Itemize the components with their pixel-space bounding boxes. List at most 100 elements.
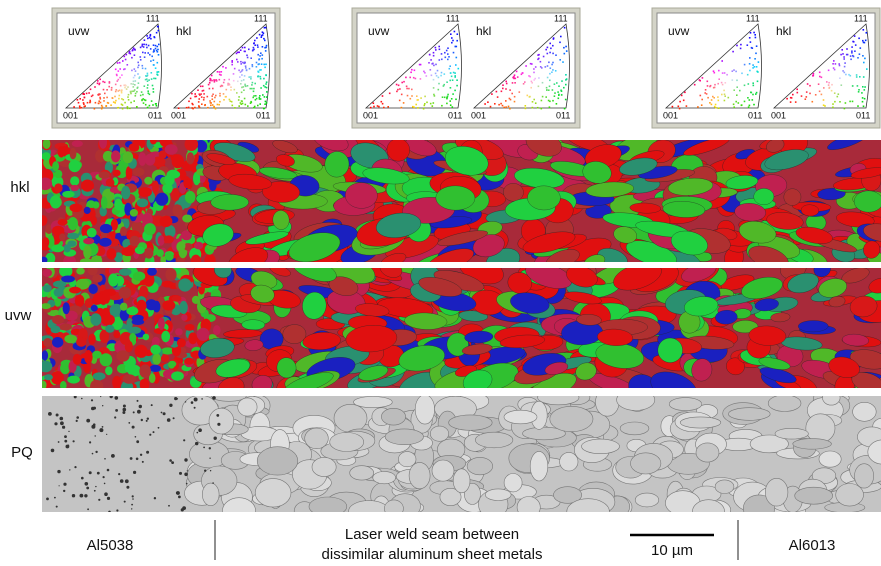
- grain: [185, 324, 195, 331]
- pole-point: [565, 46, 567, 48]
- pole-point: [750, 32, 752, 34]
- pole-point: [542, 96, 544, 98]
- pole-point: [541, 100, 543, 102]
- pole-point: [842, 70, 844, 72]
- pole-point: [233, 73, 235, 75]
- pole-point: [514, 74, 516, 76]
- pole-point: [259, 97, 261, 99]
- pole-point: [254, 44, 256, 46]
- pore: [64, 435, 67, 438]
- pole-point: [538, 54, 540, 56]
- pole-point: [244, 98, 246, 100]
- pole-point: [854, 35, 856, 37]
- pole-point: [241, 74, 243, 76]
- pore: [151, 404, 153, 406]
- pole-point: [263, 108, 265, 110]
- pole-point: [142, 94, 144, 96]
- pole-point: [728, 97, 730, 99]
- grain-outline: [560, 452, 578, 471]
- pole-point: [403, 102, 405, 104]
- pole-point: [153, 91, 155, 93]
- pole-point: [549, 43, 551, 45]
- pole-point: [845, 74, 847, 76]
- pole-point: [217, 104, 219, 106]
- pole-point: [104, 82, 106, 84]
- pole-point: [101, 108, 103, 110]
- grain: [119, 287, 132, 299]
- pole-point: [118, 98, 120, 100]
- pole-point: [83, 102, 85, 104]
- grain: [84, 207, 91, 214]
- pole-point: [863, 62, 865, 64]
- pole-point: [144, 56, 146, 58]
- pole-point: [382, 103, 384, 105]
- pore: [59, 485, 60, 486]
- grain: [121, 186, 130, 200]
- pole-point: [832, 103, 834, 105]
- pole-point: [832, 107, 834, 109]
- pole-point: [866, 68, 868, 70]
- grain: [125, 364, 137, 374]
- pore: [186, 483, 188, 485]
- pole-point: [115, 91, 117, 93]
- pole-point: [204, 105, 206, 107]
- pole-point: [219, 74, 221, 76]
- pole-point: [256, 66, 258, 68]
- pole-point: [732, 79, 734, 81]
- pole-point: [79, 107, 81, 109]
- pole-point: [529, 96, 531, 98]
- pole-point: [237, 52, 239, 54]
- pole-point: [223, 82, 225, 84]
- pole-point: [828, 70, 830, 72]
- grain: [41, 303, 51, 309]
- pole-point: [100, 98, 102, 100]
- pole-point: [757, 81, 759, 83]
- grain: [123, 151, 133, 163]
- pore: [98, 499, 100, 501]
- pole-point: [535, 66, 537, 68]
- pore: [135, 436, 137, 438]
- pore: [195, 442, 198, 445]
- pole-point: [834, 69, 836, 71]
- pore: [137, 400, 139, 402]
- pole-point: [231, 101, 233, 103]
- pole-point: [547, 65, 549, 67]
- grain-outline: [819, 451, 841, 467]
- pore: [161, 412, 163, 414]
- grain: [111, 150, 120, 162]
- pole-point: [132, 83, 134, 85]
- grain: [132, 315, 144, 322]
- pole-point: [203, 99, 205, 101]
- pole-point: [244, 51, 246, 53]
- pole-point: [121, 74, 123, 76]
- pole-point: [450, 104, 452, 106]
- pole-point: [715, 104, 717, 106]
- pole-point: [549, 52, 551, 54]
- pole-point: [451, 76, 453, 78]
- pole-point: [113, 101, 115, 103]
- pore: [57, 470, 60, 473]
- pore: [197, 432, 199, 434]
- pole-point: [560, 36, 562, 38]
- pole-point: [533, 99, 535, 101]
- grain: [61, 276, 75, 283]
- grain: [112, 376, 121, 389]
- pole-point: [102, 81, 104, 83]
- grain: [129, 327, 141, 334]
- pole-point: [686, 105, 688, 107]
- grain: [172, 296, 182, 302]
- pole-point: [238, 70, 240, 72]
- pole-point: [801, 95, 803, 97]
- grain: [100, 224, 112, 233]
- pole-point: [122, 104, 124, 106]
- pore: [169, 404, 172, 407]
- pole-point: [502, 84, 504, 86]
- grain: [76, 268, 84, 275]
- pore: [122, 411, 125, 414]
- pole-point: [846, 48, 848, 50]
- pole-point: [740, 48, 742, 50]
- pole-point: [554, 83, 556, 85]
- pole-point: [555, 70, 557, 72]
- pole-point: [156, 105, 158, 107]
- pole-point: [212, 104, 214, 106]
